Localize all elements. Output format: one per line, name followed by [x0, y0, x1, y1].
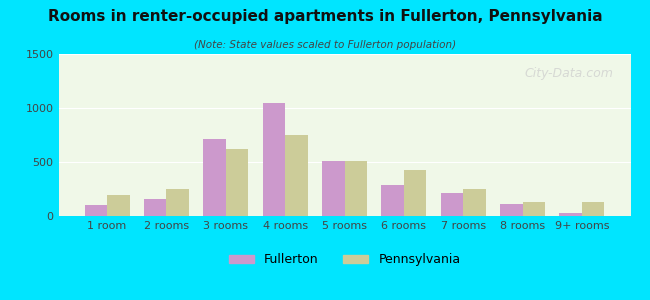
Bar: [203, 139, 226, 216]
Bar: [322, 161, 344, 216]
Bar: [500, 204, 523, 216]
Bar: [84, 205, 107, 216]
Bar: [226, 149, 248, 216]
Bar: [582, 202, 604, 216]
Bar: [285, 135, 307, 216]
Bar: [144, 199, 166, 216]
Bar: [166, 189, 189, 216]
Legend: Fullerton, Pennsylvania: Fullerton, Pennsylvania: [224, 248, 465, 271]
Bar: [463, 189, 486, 216]
Bar: [344, 161, 367, 216]
Text: Rooms in renter-occupied apartments in Fullerton, Pennsylvania: Rooms in renter-occupied apartments in F…: [47, 9, 603, 24]
Bar: [382, 185, 404, 216]
Bar: [107, 196, 129, 216]
Bar: [263, 103, 285, 216]
Text: City-Data.com: City-Data.com: [525, 67, 614, 80]
Bar: [560, 213, 582, 216]
Bar: [404, 169, 426, 216]
Text: (Note: State values scaled to Fullerton population): (Note: State values scaled to Fullerton …: [194, 40, 456, 50]
Bar: [523, 202, 545, 216]
Bar: [441, 193, 463, 216]
